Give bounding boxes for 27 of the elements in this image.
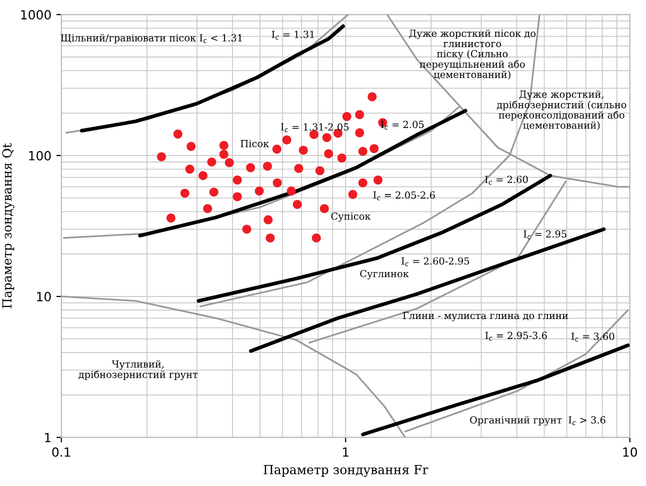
- annotation: I$_{c}$ = 2.05-2.6: [373, 191, 435, 200]
- annotation: Дуже жорсткий пісок до глинистого піску (Сильно переущільнений або цементований): [409, 30, 536, 80]
- annotation: I$_{c}$ = 3.60: [571, 332, 614, 342]
- annotation: Пісок: [240, 140, 270, 148]
- annotation: Суглинок: [360, 270, 409, 280]
- annotation: Глини - мулиста глина до глини: [403, 312, 568, 322]
- annotation: Чутливий, дрібнозернистий грунт: [78, 360, 198, 380]
- annotation: I$_{c}$ = 1.31-2.05: [280, 123, 349, 132]
- y-tick-label: 1000: [21, 10, 51, 20]
- annotation: I$_{c}$ = 2.95-3.6: [485, 332, 547, 341]
- x-tick-label: 1: [343, 448, 348, 457]
- annotation: I$_{c}$ = 2.60-2.95: [402, 257, 470, 266]
- annotation: Супісок: [331, 212, 371, 222]
- annotation: I$_{c}$ = 2.05: [381, 120, 424, 130]
- y-tick-label: 1: [45, 433, 50, 442]
- y-tick-label: 100: [29, 150, 51, 160]
- y-axis-title: Параметр зондування Qt: [2, 143, 14, 308]
- x-axis-title: Параметр зондування Fr: [264, 464, 428, 477]
- annotation: I$_{c}$ = 2.60: [485, 176, 528, 185]
- x-tick-label: 10: [623, 447, 637, 457]
- annotation: I$_{c}$ = 1.31: [272, 30, 314, 40]
- y-tick-label: 10: [37, 292, 51, 302]
- annotation: I$_{c}$ = 2.95: [524, 230, 566, 240]
- annotation: Дуже жорсткий, дрібнозернистий (сильно переконсолідований або цементований): [496, 90, 626, 130]
- x-tick-label: 0.1: [52, 447, 70, 457]
- annotation: Органічний грунт I$_{c}$ > 3.6: [470, 416, 606, 426]
- annotation: Щільний/гравіювати пісок I$_{c}$ < 1.31: [60, 34, 242, 44]
